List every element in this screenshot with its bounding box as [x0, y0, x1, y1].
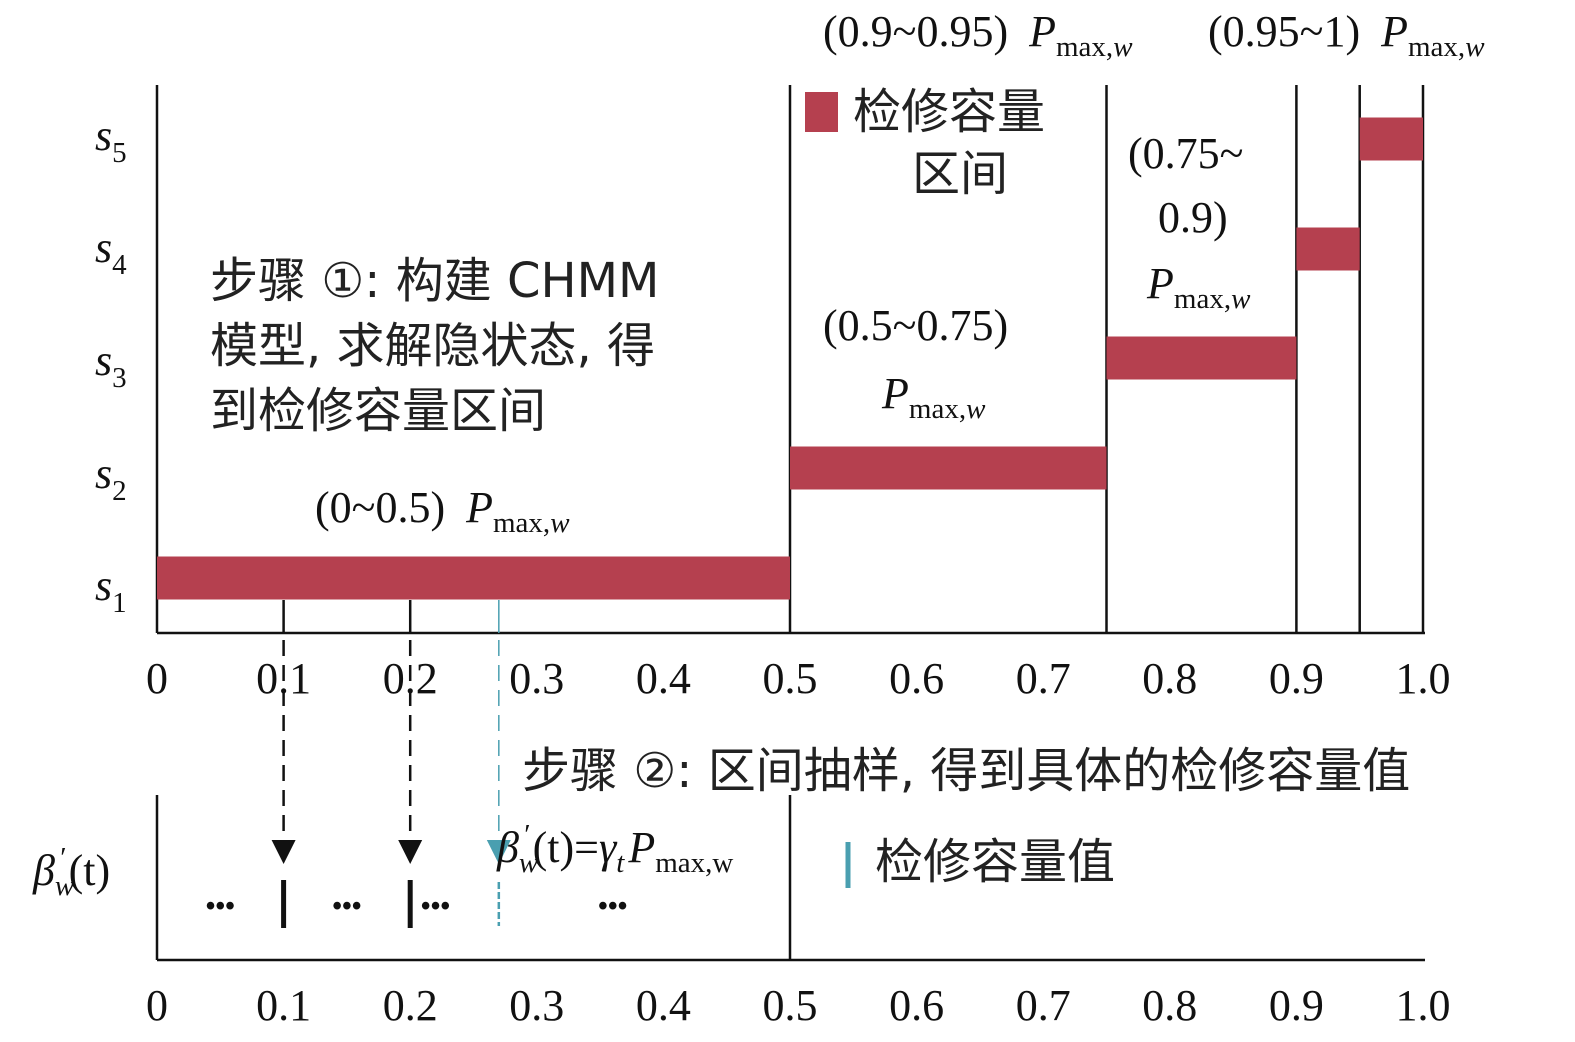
step1-line3: 到检修容量区间 [210, 383, 546, 439]
range-label-s2: (0.5~0.75) [823, 301, 1008, 350]
bottom-y-label: βw′(t) [32, 842, 110, 902]
x-tick-label-0.9: 0.9 [1269, 654, 1324, 703]
x-tick-label-1.0: 1.0 [1396, 981, 1451, 1030]
sample-guides [282, 600, 500, 633]
x-tick-label-0.4: 0.4 [636, 981, 691, 1030]
step1-text: 步骤 ①: 构建 CHMM 模型, 求解隐状态, 得 到检修容量区间 [210, 253, 659, 439]
x-tick-label-0.9: 0.9 [1269, 981, 1324, 1030]
ellipsis-1: ••• [206, 891, 235, 922]
interval-legend: 检修容量 区间 [805, 84, 1045, 202]
x-tick-label-0.2: 0.2 [383, 981, 438, 1030]
range-label-s1: (0~0.5) Pmax,w [315, 483, 570, 539]
sampling-arrow-head-0.27 [486, 840, 511, 864]
bottom-axes [155, 795, 1425, 962]
range-label-s5: (0.95~1) Pmax,w [1208, 7, 1485, 63]
range-label-s3-line2: 0.9) [1158, 193, 1228, 242]
x-tick-label-1.0: 1.0 [1396, 654, 1451, 703]
legend-label-line1: 检修容量 [853, 84, 1045, 140]
x-tick-label-0.6: 0.6 [889, 654, 944, 703]
interval-bar-s2 [790, 446, 1107, 490]
ellipsis-3: ••• [421, 891, 450, 922]
interval-bar-s1 [157, 556, 790, 600]
interval-bar-s5 [1359, 117, 1423, 161]
y-label-s4: s4 [95, 223, 127, 281]
top-x-tick-labels: 0 0.1 0.2 0.3 0.4 0.5 0.6 0.7 0.8 0.9 1.0 [146, 654, 1451, 703]
sample-legend: 检修容量值 [845, 834, 1115, 890]
x-tick-label-0.6: 0.6 [889, 981, 944, 1030]
interval-annotations: (0~0.5) Pmax,w (0.5~0.75) Pmax,w (0.75~ … [315, 7, 1485, 539]
pmax-label-s3: Pmax,w [1146, 259, 1251, 315]
y-label-s5: s5 [95, 111, 127, 169]
x-tick-label-0.8: 0.8 [1142, 654, 1197, 703]
x-tick-label-0.5: 0.5 [763, 654, 818, 703]
legend-swatch-bar [805, 92, 838, 132]
sampling-arrows [271, 640, 511, 864]
interval-bar-s3 [1106, 336, 1297, 380]
x-tick-label-0: 0 [146, 654, 168, 703]
range-label-s3-line1: (0.75~ [1128, 129, 1243, 178]
x-tick-label-0.8: 0.8 [1142, 981, 1197, 1030]
ellipsis-2: ••• [332, 891, 361, 922]
x-tick-label-0.1: 0.1 [256, 981, 311, 1030]
y-label-s1: s1 [95, 561, 127, 619]
bottom-x-tick-labels: 0 0.1 0.2 0.3 0.4 0.5 0.6 0.7 0.8 0.9 1.0 [146, 981, 1451, 1030]
y-label-s3: s3 [95, 336, 127, 394]
legend-label-sample: 检修容量值 [875, 834, 1115, 890]
x-tick-label-0.4: 0.4 [636, 654, 691, 703]
step2-text: 步骤 ②: 区间抽样, 得到具体的检修容量值 [522, 743, 1410, 799]
sample-marks: ••• ••• ••• ••• [206, 880, 627, 928]
step1-line2: 模型, 求解隐状态, 得 [210, 318, 655, 374]
interval-bar-s4 [1296, 227, 1360, 271]
legend-label-line2: 区间 [912, 146, 1008, 202]
y-label-s2: s2 [95, 449, 127, 507]
x-tick-label-0.7: 0.7 [1016, 654, 1071, 703]
sample-formula: βw′(t)=γtPmax,w [496, 819, 733, 879]
top-y-labels: s5 s4 s3 s2 s1 [95, 111, 127, 619]
x-tick-label-0.5: 0.5 [763, 981, 818, 1030]
sampling-arrow-head-0.2 [398, 840, 423, 864]
interval-bars [157, 117, 1423, 600]
pmax-label-s2: Pmax,w [881, 369, 986, 425]
step1-line1: 步骤 ①: 构建 CHMM [210, 253, 659, 309]
ellipsis-4: ••• [598, 891, 627, 922]
sampling-arrow-head-0.1 [271, 840, 296, 864]
x-tick-label-0.7: 0.7 [1016, 981, 1071, 1030]
x-tick-label-0: 0 [146, 981, 168, 1030]
x-tick-label-0.3: 0.3 [509, 654, 564, 703]
range-label-s4: (0.9~0.95) Pmax,w [823, 7, 1133, 63]
x-tick-label-0.3: 0.3 [509, 981, 564, 1030]
